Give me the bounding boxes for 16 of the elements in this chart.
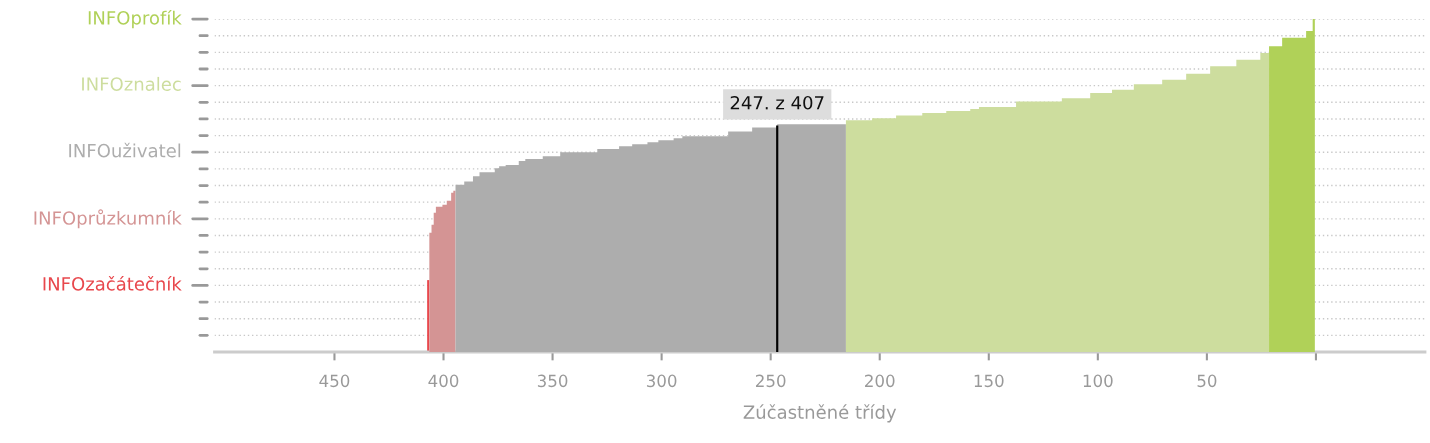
x-tick-label: 50	[1197, 374, 1217, 388]
ref-line-label: INFOuživatel	[69, 142, 181, 158]
annotation: 247. z 407	[730, 95, 824, 110]
ref-line-label: INFOzačátečník	[43, 275, 182, 291]
x-tick-label: 300	[646, 374, 677, 388]
ref-line-label: INFOprofík	[88, 9, 182, 29]
x-tick-label: 100	[1083, 374, 1113, 388]
ref-line-label: INFOznalec	[82, 76, 181, 91]
x-tick-label: 250	[755, 374, 786, 388]
x-tick-label: 400	[428, 374, 459, 388]
x-tick-label: 150	[974, 374, 1004, 388]
ref-line-label: INFOprůzkumník	[34, 209, 182, 229]
x-tick-label: 200	[865, 374, 895, 388]
x-tick-label: 350	[537, 374, 568, 388]
x-axis-title: Zúčastněné třídy	[743, 404, 897, 423]
x-tick-label: 450	[319, 374, 350, 388]
